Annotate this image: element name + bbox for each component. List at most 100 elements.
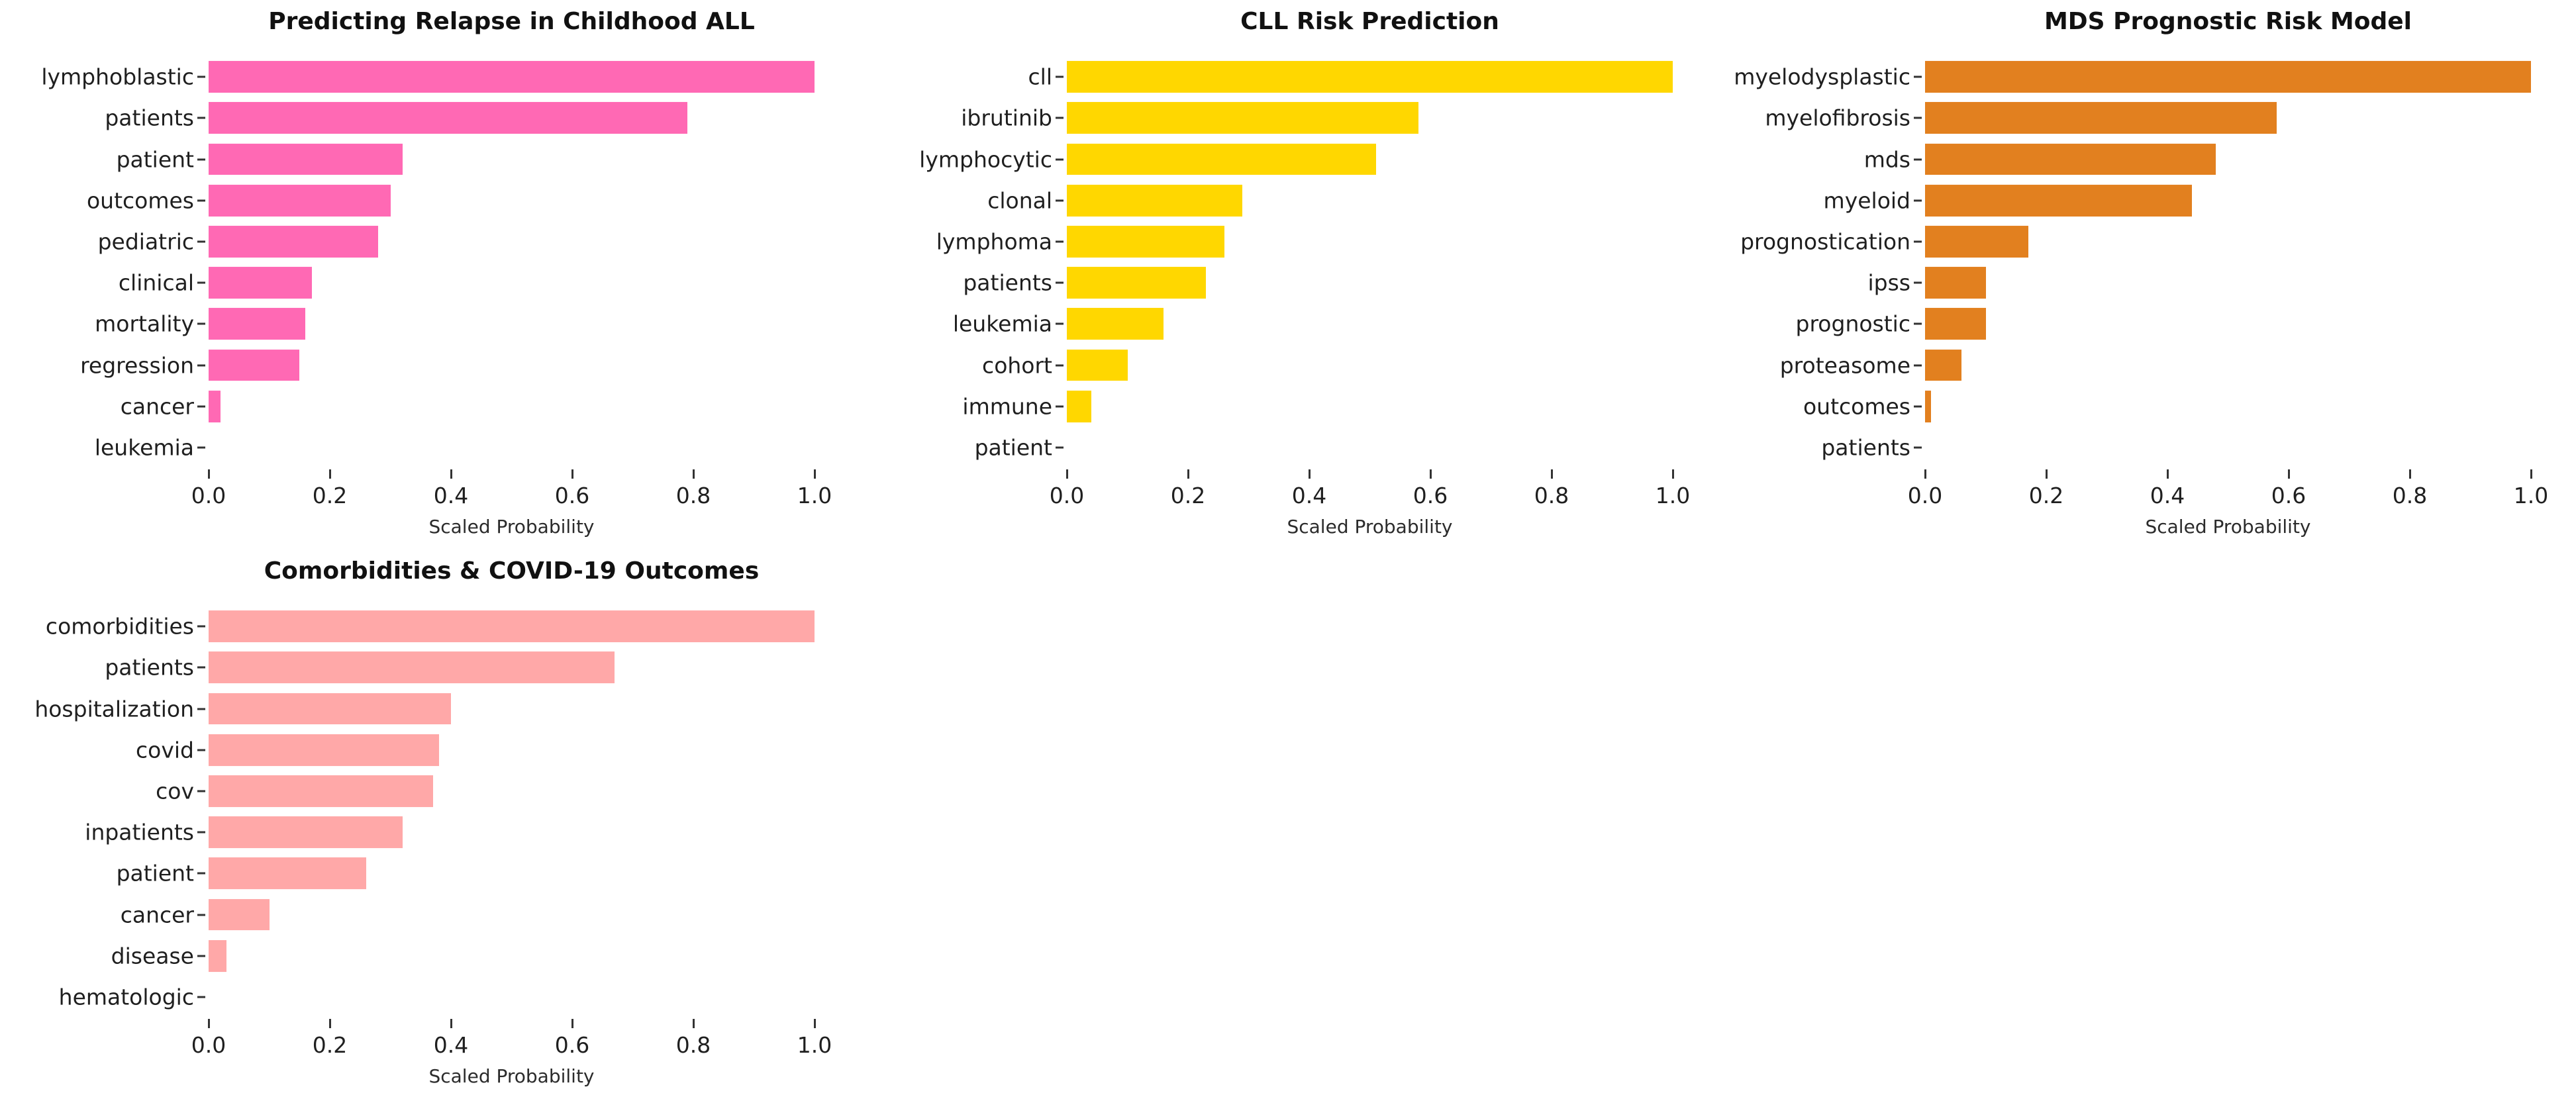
x-tick-label: 0.4: [433, 483, 469, 508]
bar: [209, 857, 366, 890]
x-tick-label: 0.0: [191, 483, 226, 508]
bar-row: pediatric: [98, 221, 815, 262]
plot-area: cll ibrutinib lymphocytic clonal lymphoma pat…: [919, 56, 1673, 468]
bar-row: patient: [117, 853, 815, 894]
x-tick-label: 1.0: [1655, 483, 1691, 508]
y-tick-mark: [1056, 322, 1064, 325]
y-axis-label: outcomes: [1803, 393, 1910, 420]
y-axis-label: hospitalization: [34, 696, 194, 722]
y-tick-mark: [1056, 281, 1064, 284]
bar-row: clinical: [119, 262, 815, 303]
x-tick-mark: [2530, 469, 2532, 479]
bar: [209, 267, 312, 299]
y-axis-label: patients: [105, 654, 194, 681]
y-axis-label: cll: [1028, 64, 1052, 90]
bar-row: myeloid: [1824, 180, 2531, 221]
x-tick-label: 0.0: [1907, 483, 1943, 508]
bar: [1925, 308, 1986, 340]
y-axis-label: patients: [105, 105, 194, 131]
x-tick-label: 0.2: [312, 1032, 348, 1058]
y-axis-label: covid: [136, 737, 194, 763]
y-axis-label: myelofibrosis: [1765, 105, 1910, 131]
y-axis-label: mortality: [95, 311, 194, 337]
y-tick-mark: [1914, 446, 1922, 449]
x-tick-mark: [2408, 469, 2411, 479]
bar-row: patients: [963, 262, 1673, 303]
y-axis-label: myeloid: [1823, 187, 1910, 214]
y-tick-mark: [1056, 364, 1064, 367]
x-tick-label: 0.6: [2271, 483, 2306, 508]
x-tick-label: 0.4: [1291, 483, 1327, 508]
y-tick-mark: [1914, 364, 1922, 367]
bar: [209, 610, 815, 643]
y-tick-mark: [197, 914, 205, 916]
x-tick-label: 0.8: [675, 1032, 711, 1058]
x-tick-mark: [1429, 469, 1432, 479]
x-tick-mark: [328, 1019, 331, 1028]
bar-row: ipss: [1867, 262, 2531, 303]
y-tick-mark: [197, 240, 205, 243]
bar-row: covid: [136, 730, 815, 771]
bar: [1925, 102, 2277, 134]
y-axis-label: cancer: [120, 902, 194, 928]
bar-row: outcomes: [1803, 386, 2531, 427]
y-axis-label: proteasome: [1779, 352, 1910, 379]
x-tick-label: 0.6: [1412, 483, 1448, 508]
bar-row: cancer: [121, 386, 815, 427]
bar-row: lymphocytic: [919, 138, 1673, 179]
y-axis-label: pediatric: [97, 228, 194, 255]
bar: [1925, 143, 2216, 175]
y-tick-mark: [197, 364, 205, 367]
y-tick-mark: [197, 405, 205, 408]
x-axis-title: Scaled Probability: [428, 1065, 595, 1087]
bar: [1067, 349, 1128, 381]
y-axis-label: regression: [80, 352, 194, 379]
bar: [1925, 349, 1961, 381]
y-axis-label: inpatients: [85, 819, 194, 845]
y-tick-mark: [1914, 281, 1922, 284]
bar: [1067, 184, 1243, 216]
chart-title: Comorbidities & COVID-19 Outcomes: [264, 557, 760, 585]
bar-row: ibrutinib: [961, 97, 1673, 138]
y-axis-label: ipss: [1867, 269, 1910, 296]
bar: [209, 184, 391, 216]
bar-row: inpatients: [85, 812, 815, 853]
bar-row: patients: [105, 647, 815, 688]
x-tick-mark: [1671, 469, 1674, 479]
bar: [209, 734, 439, 766]
x-tick-label: 0.2: [2028, 483, 2064, 508]
bar: [209, 775, 433, 807]
x-tick-mark: [207, 469, 210, 479]
bar-row: cov: [156, 771, 815, 812]
y-axis-label: patients: [963, 269, 1052, 296]
y-tick-mark: [1056, 199, 1064, 202]
bar-row: disease: [111, 935, 815, 977]
y-axis-label: clonal: [987, 187, 1052, 214]
bar: [1925, 61, 2531, 93]
empty-grid-cell: [1716, 550, 2575, 1099]
bar: [209, 898, 270, 931]
x-tick-mark: [1550, 469, 1553, 479]
y-tick-mark: [1914, 75, 1922, 78]
bar: [209, 102, 687, 134]
bar-row: cohort: [982, 344, 1673, 385]
x-tick-label: 0.8: [1534, 483, 1569, 508]
y-axis-label: ibrutinib: [961, 105, 1052, 131]
y-tick-mark: [1056, 446, 1064, 449]
y-tick-mark: [1056, 405, 1064, 408]
plot-area: lymphoblastic patients patient outcomes pedi…: [41, 56, 815, 468]
y-axis-label: leukemia: [952, 311, 1052, 337]
x-tick-label: 0.0: [1049, 483, 1085, 508]
y-tick-mark: [1056, 158, 1064, 160]
y-tick-mark: [197, 790, 205, 792]
bar: [209, 651, 615, 684]
y-tick-mark: [197, 996, 205, 998]
bar-row: lymphoma: [936, 221, 1673, 262]
bar: [1067, 308, 1164, 340]
x-tick-mark: [2045, 469, 2048, 479]
y-tick-mark: [197, 322, 205, 325]
x-axis-title: Scaled Probability: [1287, 516, 1453, 538]
bar: [1067, 61, 1673, 93]
x-tick-label: 1.0: [2513, 483, 2549, 508]
y-tick-mark: [1914, 117, 1922, 119]
